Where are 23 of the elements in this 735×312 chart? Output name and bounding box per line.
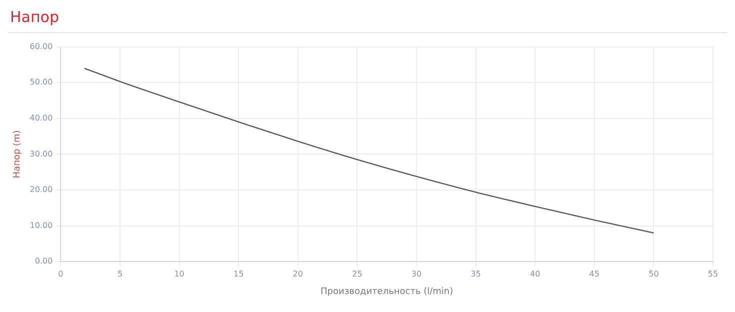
x-axis-title: Производительность (l/min) [320, 286, 454, 297]
y-tick-label: 0.00 [34, 256, 53, 266]
y-tick-label: 30.00 [30, 149, 53, 158]
x-tick-label: 0 [58, 269, 64, 278]
y-tick-label: 40.00 [30, 113, 53, 122]
y-tick-label: 50.00 [30, 78, 53, 87]
x-tick-label: 50 [648, 269, 659, 278]
x-tick-label: 55 [708, 269, 718, 278]
y-tick-label: 60.00 [30, 42, 53, 51]
chart-title: Напор [8, 8, 727, 33]
x-tick-label: 10 [174, 269, 184, 278]
x-tick-label: 15 [234, 269, 244, 278]
x-tick-label: 30 [411, 269, 422, 278]
x-tick-label: 35 [470, 269, 481, 278]
y-tick-label: 10.00 [30, 220, 53, 230]
x-tick-label: 40 [530, 269, 540, 278]
x-tick-label: 45 [589, 269, 600, 278]
line-series [84, 68, 654, 234]
y-axis-title: Напор (m) [12, 130, 23, 178]
y-tick-label: 20.00 [30, 185, 53, 194]
x-tick-label: 20 [292, 269, 303, 278]
x-tick-label: 5 [117, 269, 123, 278]
x-tick-label: 25 [352, 269, 362, 278]
